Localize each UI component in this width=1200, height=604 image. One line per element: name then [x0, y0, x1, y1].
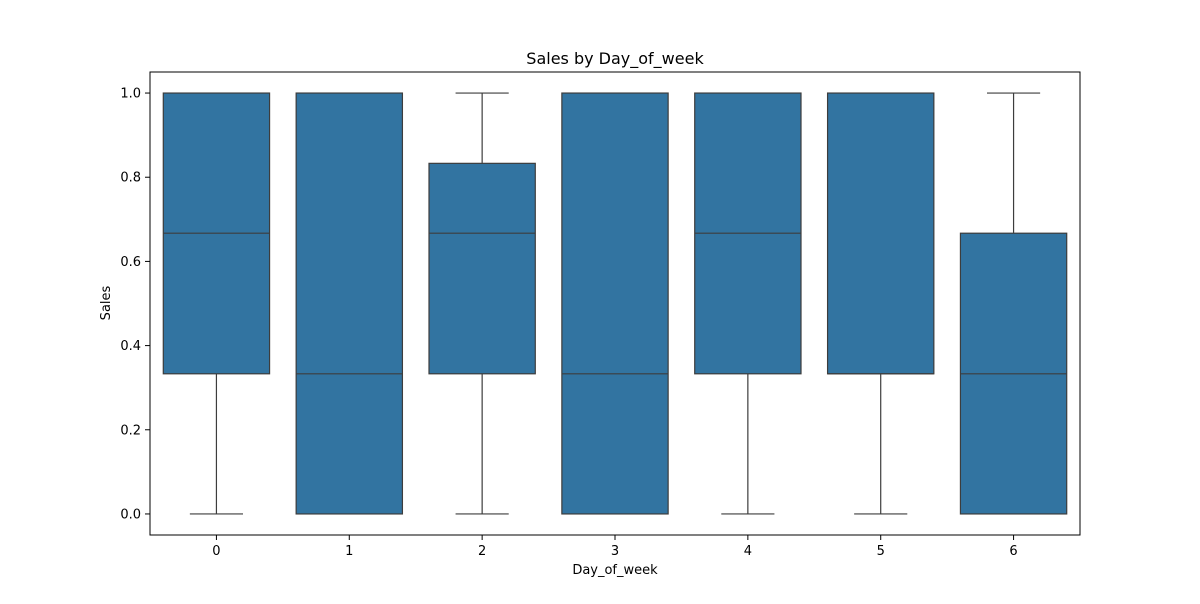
x-tick-label-5: 5	[877, 544, 885, 559]
y-tick-label-0.4: 0.4	[120, 339, 141, 354]
chart-title: Sales by Day_of_week	[526, 49, 704, 69]
x-tick-label-0: 0	[212, 544, 220, 559]
box-3	[561, 92, 669, 515]
x-tick-label-2: 2	[478, 544, 486, 559]
x-tick-label-1: 1	[345, 544, 353, 559]
box-5	[826, 92, 935, 375]
x-tick-label-4: 4	[744, 544, 752, 559]
y-tick-label-0.2: 0.2	[120, 423, 141, 438]
x-tick-label-3: 3	[611, 544, 619, 559]
y-tick-label-0.0: 0.0	[120, 507, 141, 522]
x-axis-label: Day_of_week	[572, 563, 658, 578]
box-2	[428, 162, 536, 375]
y-tick-label-0.6: 0.6	[120, 255, 141, 270]
plot-area: 0.0 0.2 0.4 0.6 0.8 1.0 0 1 2 3 4 5 6	[120, 71, 1081, 559]
y-tick-label-0.8: 0.8	[120, 171, 141, 186]
y-tick-label-1.0: 1.0	[120, 87, 141, 102]
box-1	[295, 92, 404, 515]
y-axis-label: Sales	[99, 285, 114, 320]
x-tick-label-6: 6	[1009, 544, 1017, 559]
